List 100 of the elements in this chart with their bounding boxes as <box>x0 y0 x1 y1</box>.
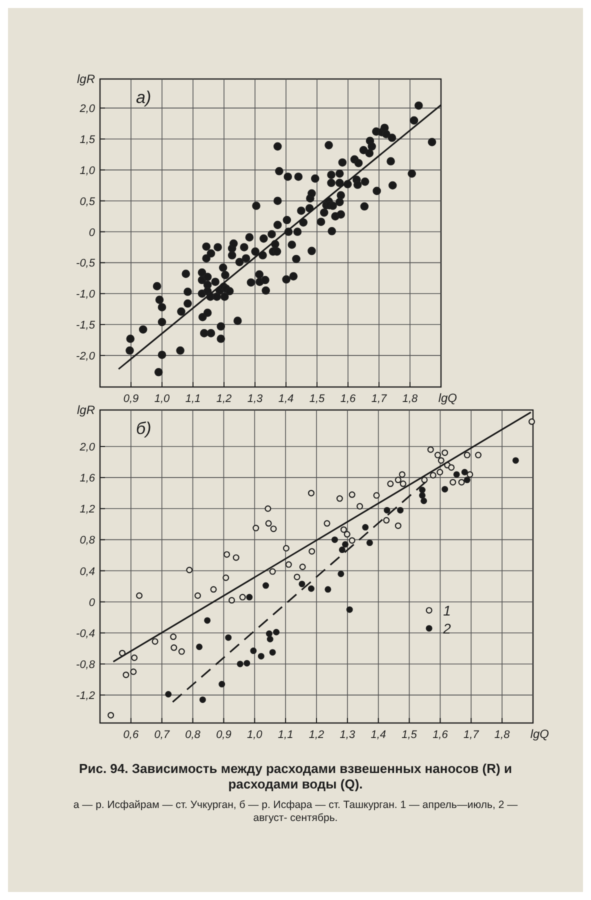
point <box>346 606 353 613</box>
point <box>258 652 264 660</box>
point <box>250 648 257 654</box>
y-tick-label: -1,2 <box>76 690 95 702</box>
point <box>122 672 130 678</box>
text: Рис. 94. Зависимость между расходами взвешенных наносов (R) и расходами воды (Q). <box>79 761 512 792</box>
point <box>165 691 172 698</box>
point <box>420 498 428 504</box>
text: а) <box>136 88 152 107</box>
point <box>340 526 347 533</box>
point <box>228 597 236 604</box>
x-tick-label: 0,7 <box>154 729 170 741</box>
y-tick-label: -0,4 <box>76 628 95 640</box>
point <box>400 480 406 488</box>
x-tick-label: 0,9 <box>123 393 139 405</box>
x-tick-label: 0,6 <box>123 729 140 741</box>
point <box>362 524 369 531</box>
x-tick-label: 1,7 <box>463 729 480 741</box>
point <box>270 526 277 532</box>
y-tick-label: 0,5 <box>80 196 96 208</box>
point <box>269 568 276 575</box>
point <box>204 617 211 624</box>
y-tick-label: 0 <box>88 226 96 239</box>
y-axis-title: lgR <box>76 403 96 417</box>
x-tick-label: 1,1 <box>278 729 294 741</box>
point <box>246 594 253 600</box>
point <box>236 660 244 668</box>
point <box>475 452 482 458</box>
point <box>273 628 280 636</box>
point <box>336 495 343 502</box>
point <box>308 548 316 555</box>
point <box>373 492 380 499</box>
point <box>387 480 394 488</box>
point <box>356 503 364 510</box>
point <box>453 471 460 478</box>
point <box>466 471 474 478</box>
point <box>398 471 406 478</box>
point <box>438 457 444 464</box>
y-axis-title: lgR <box>76 72 96 86</box>
point <box>199 696 206 703</box>
point <box>430 472 436 478</box>
point <box>419 486 426 494</box>
y-tick-label: 2,0 <box>78 442 96 454</box>
point <box>196 644 203 650</box>
text: б) <box>136 419 152 438</box>
point <box>436 468 444 476</box>
point <box>244 660 250 666</box>
point <box>442 486 448 492</box>
point <box>262 582 270 589</box>
point <box>178 648 185 655</box>
point <box>152 638 158 645</box>
point <box>308 585 314 592</box>
point <box>384 506 390 514</box>
point <box>170 634 177 640</box>
point <box>338 570 344 578</box>
y-tick-label: -1,5 <box>76 320 96 332</box>
point <box>397 506 404 514</box>
point <box>464 452 470 458</box>
point <box>186 566 193 574</box>
point <box>366 540 373 546</box>
point <box>342 541 349 548</box>
point <box>348 491 356 498</box>
point <box>419 492 426 499</box>
x-tick-label: 1,3 <box>247 393 264 405</box>
y-tick-label: -0,8 <box>76 658 96 671</box>
point <box>252 524 260 532</box>
x-tick-label: 1,4 <box>278 393 294 405</box>
point <box>225 634 232 641</box>
point <box>130 668 137 675</box>
point <box>464 476 470 484</box>
x-axis-title: lgQ <box>438 391 457 405</box>
point <box>448 464 455 471</box>
point <box>348 537 356 544</box>
point <box>434 452 441 458</box>
x-axis-title: lgQ <box>530 727 549 741</box>
point <box>324 520 330 527</box>
point <box>239 594 246 600</box>
x-tick-label: 1,7 <box>371 393 388 405</box>
y-tick-label: 1,5 <box>80 134 96 146</box>
x-tick-label: 1,6 <box>432 729 449 741</box>
point <box>266 630 272 637</box>
x-tick-label: 1,6 <box>340 393 357 405</box>
text: а — р. Исфайрам — ст. Учкурган, б — р. Исфара — ст. Ташкурган. 1 — апрель—июль, 2 — август- сентябрь. <box>73 799 518 824</box>
point <box>264 505 272 512</box>
x-tick-label: 1,0 <box>154 393 171 405</box>
point <box>210 586 217 593</box>
point <box>218 680 226 688</box>
point <box>308 490 314 496</box>
y-tick-label: 0,4 <box>80 566 95 578</box>
x-tick-label: 0,9 <box>216 729 232 741</box>
point <box>222 574 230 582</box>
x-tick-label: 1,4 <box>370 729 386 741</box>
y-tick-label: -1,0 <box>76 288 96 301</box>
point <box>194 592 201 599</box>
x-tick-label: 1,2 <box>216 393 232 405</box>
x-tick-label: 1,1 <box>185 393 201 405</box>
x-tick-label: 1,8 <box>402 393 419 405</box>
point <box>383 517 390 524</box>
point <box>344 531 350 538</box>
point <box>450 478 456 486</box>
